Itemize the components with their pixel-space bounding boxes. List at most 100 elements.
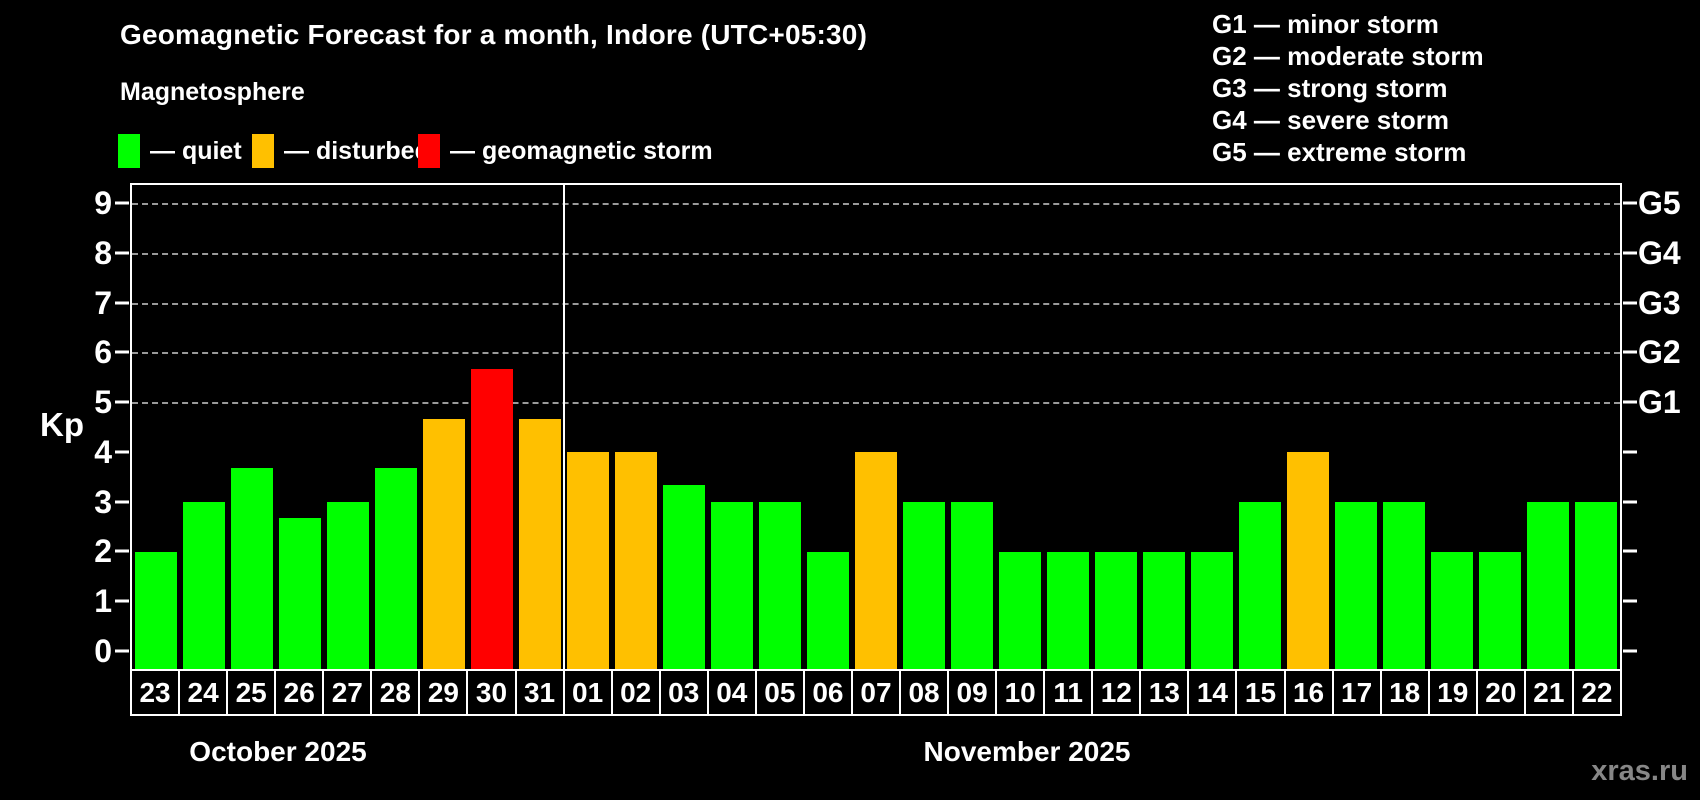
y-tick-label-5: 5 xyxy=(94,384,112,421)
gridline-kp-6 xyxy=(132,352,1620,355)
date-cell: 20 xyxy=(1475,671,1524,714)
g-level-label-g1: G1 xyxy=(1638,384,1681,421)
g-level-label-g2: G2 xyxy=(1638,334,1681,371)
date-cell: 19 xyxy=(1427,671,1476,714)
left-tick-4 xyxy=(115,450,129,454)
legend-label-quiet: — quiet xyxy=(150,136,242,165)
kp-bar-quiet xyxy=(950,501,994,669)
y-tick-label-9: 9 xyxy=(94,184,112,221)
kp-bar-quiet xyxy=(1046,551,1090,669)
watermark-xras: xras.ru xyxy=(1591,755,1688,787)
gridlines-layer xyxy=(132,185,1620,669)
date-cell: 01 xyxy=(562,671,611,714)
date-cell: 11 xyxy=(1043,671,1091,714)
date-cell: 29 xyxy=(418,671,466,714)
kp-bar-quiet xyxy=(230,468,274,669)
bar-slot-29 xyxy=(420,185,468,669)
kp-bar-quiet xyxy=(1094,551,1138,669)
bar-slot-28 xyxy=(372,185,420,669)
bars-layer xyxy=(132,185,1620,669)
date-cell: 06 xyxy=(802,671,851,714)
bar-slot-09 xyxy=(948,185,996,669)
bar-slot-20 xyxy=(1476,185,1524,669)
date-cell: 23 xyxy=(139,676,171,708)
left-tick-6 xyxy=(115,350,129,354)
kp-bar-quiet xyxy=(326,501,370,669)
kp-bar-quiet xyxy=(1574,501,1618,669)
month-label-november: November 2025 xyxy=(923,736,1131,767)
bar-slot-03 xyxy=(660,185,708,669)
quiet-color-swatch xyxy=(118,134,140,168)
kp-bar-quiet xyxy=(710,501,754,669)
bar-slot-05 xyxy=(756,185,804,669)
kp-bar-disturbed xyxy=(854,451,898,669)
kp-bar-quiet xyxy=(182,501,226,669)
bar-slot-19 xyxy=(1428,185,1476,669)
g-level-label-g4: G4 xyxy=(1638,234,1681,271)
kp-bar-quiet xyxy=(1142,551,1186,669)
y-tick-label-0: 0 xyxy=(94,633,112,670)
y-tick-label-7: 7 xyxy=(94,284,112,321)
date-cell: 08 xyxy=(899,671,947,714)
y-tick-label-6: 6 xyxy=(94,334,112,371)
bar-slot-08 xyxy=(900,185,948,669)
left-tick-7 xyxy=(115,301,129,304)
kp-bar-quiet xyxy=(1526,501,1570,669)
date-axis-row: 23 24 25 26 27 28 29 30 31 01 02 03 04 05 06 07 08 09 10 11… xyxy=(130,669,1622,716)
axis-decorations-layer: 0 1 2 3 4 5 6 7 8 9 G1 G2 G3 G4 G5 xyxy=(94,185,1681,669)
bar-slot-22 xyxy=(1572,185,1620,669)
date-cell: 04 xyxy=(706,671,755,714)
date-cell: 28 xyxy=(370,671,418,714)
date-cell: 13 xyxy=(1139,671,1187,714)
g-scale-legend-line-g4: G4 — severe storm xyxy=(1212,105,1450,135)
bar-slot-15 xyxy=(1236,185,1284,669)
chart-subtitle: Magnetosphere xyxy=(120,78,305,106)
g-scale-legend: G1 — minor storm G2 — moderate storm G3 … xyxy=(1212,8,1484,168)
bar-slot-24 xyxy=(180,185,228,669)
date-cell: 24 xyxy=(178,671,226,714)
right-tick-7 xyxy=(1623,301,1637,304)
month-separator-0 xyxy=(563,185,565,669)
date-cell: 05 xyxy=(754,671,803,714)
kp-bar-quiet xyxy=(1382,501,1426,669)
right-tick-8 xyxy=(1623,251,1637,255)
bar-slot-31 xyxy=(516,185,564,669)
plot-area: 0 1 2 3 4 5 6 7 8 9 G1 G2 G3 G4 G5 xyxy=(94,183,1681,669)
y-tick-label-8: 8 xyxy=(94,234,112,271)
date-cell: 12 xyxy=(1091,671,1139,714)
bar-slot-23 xyxy=(132,185,180,669)
bar-slot-27 xyxy=(324,185,372,669)
storm-color-swatch xyxy=(418,134,440,168)
kp-bar-disturbed xyxy=(518,418,562,669)
right-tick-3 xyxy=(1623,500,1637,504)
kp-bar-storm xyxy=(470,368,514,669)
date-cell: 25 xyxy=(226,671,274,714)
date-cell: 16 xyxy=(1283,671,1332,714)
date-cell: 07 xyxy=(850,671,899,714)
date-cell: 22 xyxy=(1571,671,1620,714)
bar-slot-18 xyxy=(1380,185,1428,669)
bar-slot-21 xyxy=(1524,185,1572,669)
kp-bar-disturbed xyxy=(614,451,658,669)
kp-bar-disturbed xyxy=(1286,451,1330,669)
disturbed-color-swatch xyxy=(252,134,274,168)
bar-slot-16 xyxy=(1284,185,1332,669)
kp-bar-quiet xyxy=(806,551,850,669)
date-cell: 26 xyxy=(274,671,322,714)
g-scale-legend-line-g3: G3 — strong storm xyxy=(1212,73,1448,103)
date-cell: 17 xyxy=(1331,671,1380,714)
g-scale-legend-line-g2: G2 — moderate storm xyxy=(1212,41,1484,71)
y-tick-label-4: 4 xyxy=(94,433,112,470)
left-tick-8 xyxy=(115,251,129,255)
bar-slot-10 xyxy=(996,185,1044,669)
right-tick-6 xyxy=(1623,350,1637,354)
g-level-label-g5: G5 xyxy=(1638,184,1681,221)
kp-bar-quiet xyxy=(1238,501,1282,669)
y-axis-label-kp: Kp xyxy=(40,406,84,443)
date-cell: 03 xyxy=(658,671,707,714)
g-scale-legend-line-g1: G1 — minor storm xyxy=(1212,9,1439,39)
page-title: Geomagnetic Forecast for a month, Indore… xyxy=(120,19,868,50)
date-cell: 09 xyxy=(947,671,995,714)
bar-slot-13 xyxy=(1140,185,1188,669)
left-tick-3 xyxy=(115,500,129,504)
